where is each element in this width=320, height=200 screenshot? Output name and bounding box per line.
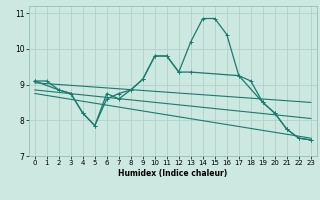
X-axis label: Humidex (Indice chaleur): Humidex (Indice chaleur) — [118, 169, 228, 178]
